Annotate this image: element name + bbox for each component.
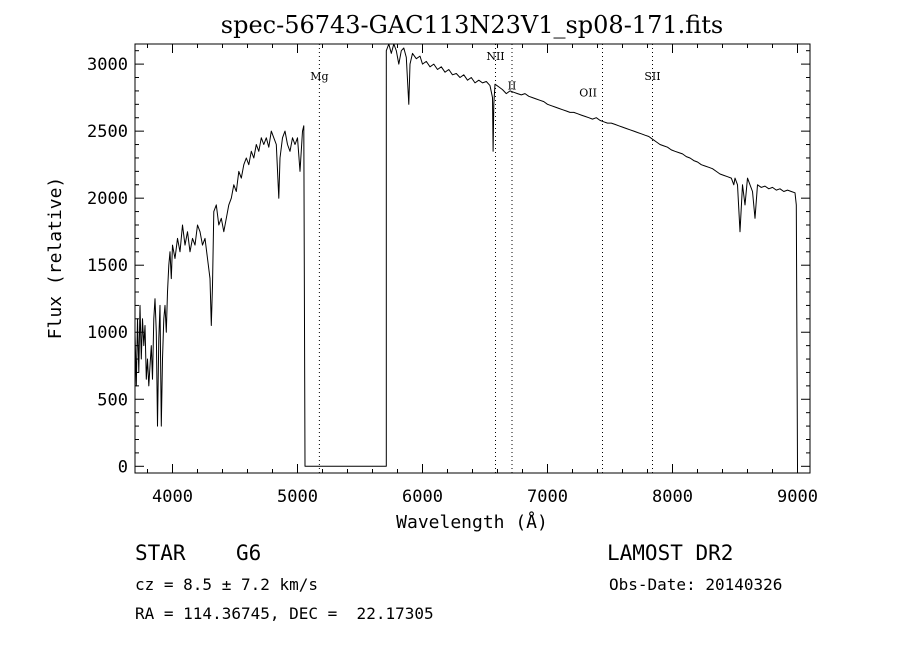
y-tick-label: 3000 [87, 55, 128, 75]
x-tick-label: 9000 [777, 487, 818, 507]
velocity-readout: cz = 8.5 ± 7.2 km/s [135, 575, 319, 594]
y-axis-ticks: 0 500 1000 1500 2000 2500 3000 [87, 50, 810, 477]
marker-label-sii: SII [644, 70, 660, 83]
y-tick-label: 2000 [87, 189, 128, 209]
line-markers: Mg NII II OII SII [310, 44, 661, 473]
object-subclass: G6 [236, 541, 262, 565]
flux-line-0 [134, 43, 798, 467]
chart-title: spec-56743-GAC113N23V1_sp08-171.fits [221, 11, 723, 39]
x-tick-label: 6000 [402, 487, 443, 507]
observation-date: Obs-Date: 20140326 [609, 575, 783, 594]
object-type: STAR [135, 541, 186, 565]
x-axis-ticks: 4000 5000 6000 7000 8000 9000 [147, 44, 818, 507]
y-tick-label: 2500 [87, 122, 128, 142]
marker-label-mg: Mg [310, 70, 328, 83]
marker-label-nii: NII [486, 50, 504, 63]
flux-series [134, 43, 798, 467]
survey-name: LAMOST DR2 [607, 541, 734, 565]
y-tick-label: 1000 [87, 323, 128, 343]
x-tick-label: 5000 [277, 487, 318, 507]
y-tick-label: 500 [97, 390, 128, 410]
x-axis-label: Wavelength (Å) [396, 511, 548, 533]
plot-frame [134, 43, 811, 474]
marker-label-oii: OII [579, 86, 597, 99]
coordinates-readout: RA = 114.36745, DEC = 22.17305 [135, 604, 434, 623]
marker-label-ii: II [508, 80, 517, 93]
x-tick-label: 8000 [652, 487, 693, 507]
y-tick-label: 1500 [87, 256, 128, 276]
y-tick-label: 0 [118, 457, 128, 477]
x-tick-label: 7000 [527, 487, 568, 507]
y-axis-label: Flux (relative) [45, 177, 66, 340]
x-tick-label: 4000 [152, 487, 193, 507]
